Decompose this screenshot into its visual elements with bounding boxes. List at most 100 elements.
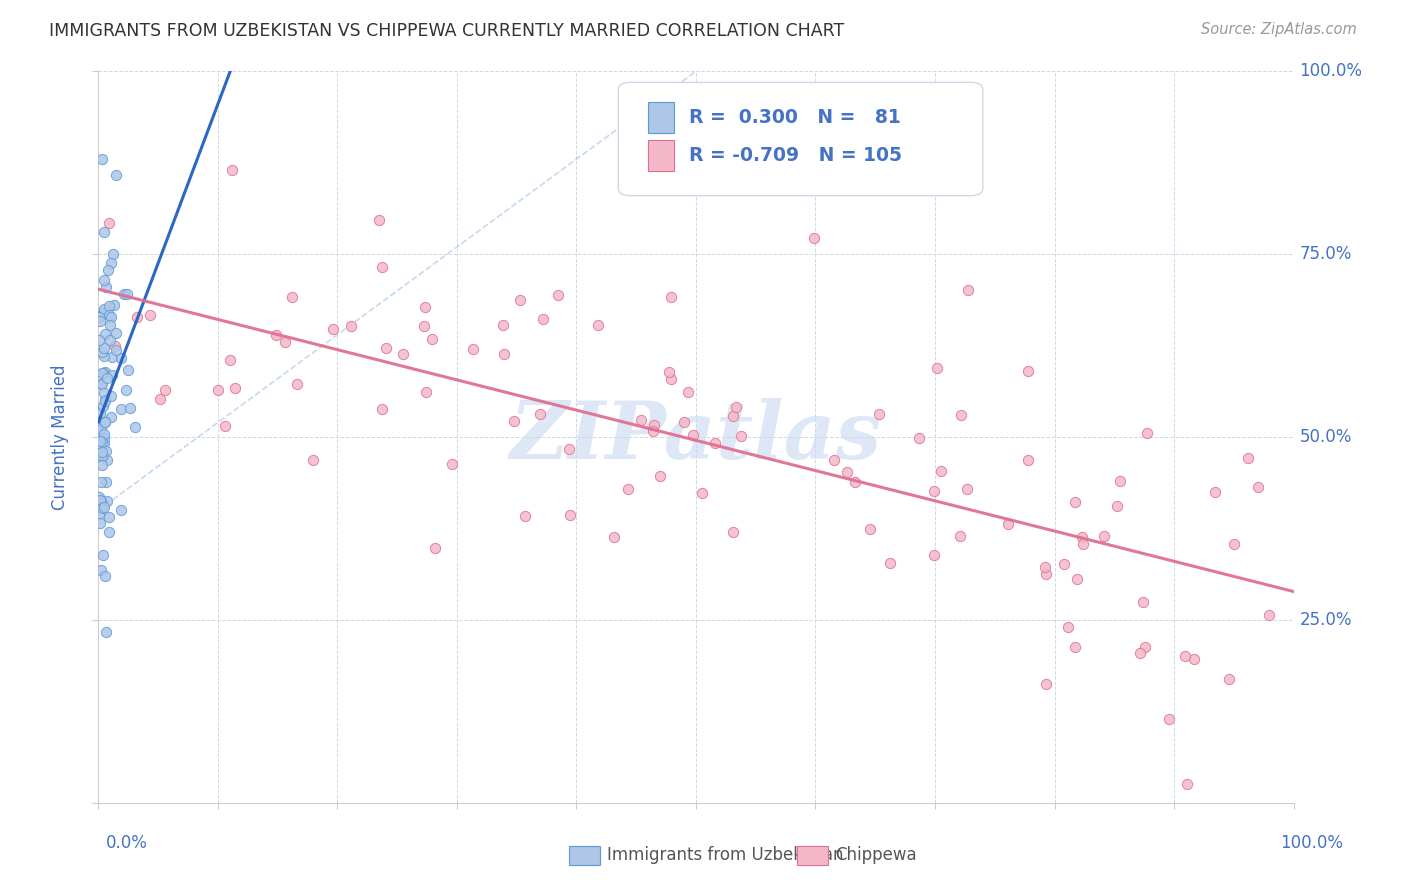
Point: [879, 557, 901, 571]
Point: [139, 308, 162, 322]
Point: [721, 524, 744, 539]
Point: [90, 445, 112, 459]
Point: [96, 453, 118, 467]
Point: [659, 372, 682, 386]
Point: [93, 426, 115, 441]
Point: [105, 326, 128, 341]
Point: [617, 482, 640, 496]
Point: [100, 310, 122, 324]
Point: [1182, 651, 1205, 665]
Point: [87, 508, 110, 522]
Point: [924, 484, 946, 499]
Point: [221, 163, 243, 178]
Point: [98, 318, 121, 332]
Point: [153, 383, 176, 397]
Point: [641, 424, 664, 438]
Point: [96, 494, 118, 508]
Point: [956, 284, 979, 298]
Point: [91, 152, 114, 166]
Point: [89, 406, 111, 420]
Point: [420, 332, 443, 346]
Point: [90, 422, 112, 436]
Point: [1070, 530, 1092, 544]
Point: [91, 501, 114, 516]
Point: [97, 263, 120, 277]
Point: [704, 436, 727, 450]
Point: [1204, 485, 1226, 500]
Point: [1057, 620, 1080, 634]
Point: [89, 434, 111, 449]
Point: [112, 287, 135, 301]
Point: [287, 377, 309, 392]
Point: [603, 530, 626, 544]
Point: [415, 385, 437, 400]
Point: [1063, 640, 1085, 654]
Point: [1159, 712, 1181, 726]
Point: [531, 311, 554, 326]
Point: [956, 482, 979, 496]
Point: [219, 353, 242, 368]
Point: [492, 347, 515, 361]
Point: [90, 475, 112, 490]
Point: [87, 491, 110, 505]
Point: [91, 449, 114, 463]
Point: [823, 453, 845, 467]
Point: [368, 212, 391, 227]
Point: [461, 342, 484, 356]
Point: [94, 280, 117, 294]
Point: [1129, 646, 1152, 660]
Point: [104, 339, 127, 353]
Point: [93, 273, 115, 287]
Text: ZIPatlas: ZIPatlas: [510, 399, 882, 475]
Point: [1105, 499, 1128, 513]
Text: Source: ZipAtlas.com: Source: ZipAtlas.com: [1201, 22, 1357, 37]
Point: [321, 322, 343, 336]
Point: [96, 371, 118, 385]
Text: 75.0%: 75.0%: [1299, 245, 1353, 263]
Point: [100, 409, 122, 424]
Point: [630, 413, 652, 427]
Point: [949, 529, 972, 543]
Text: 100.0%: 100.0%: [1299, 62, 1362, 80]
Point: [91, 400, 114, 414]
Point: [529, 407, 551, 421]
Point: [94, 327, 117, 342]
Point: [91, 458, 114, 473]
Text: Currently Married: Currently Married: [51, 364, 69, 510]
Point: [492, 318, 515, 333]
Point: [558, 508, 581, 522]
Point: [117, 363, 139, 377]
Point: [1052, 558, 1074, 572]
Point: [89, 425, 111, 439]
Text: 50.0%: 50.0%: [1299, 428, 1353, 446]
Point: [101, 368, 124, 383]
Point: [214, 419, 236, 434]
Text: Chippewa: Chippewa: [835, 847, 917, 864]
Point: [558, 442, 581, 456]
Point: [370, 401, 392, 416]
Point: [423, 541, 446, 556]
Point: [1017, 453, 1039, 467]
Point: [1174, 648, 1197, 663]
Point: [643, 418, 665, 433]
Point: [1133, 640, 1156, 655]
Point: [94, 443, 117, 458]
Text: R = -0.709   N = 105: R = -0.709 N = 105: [689, 146, 901, 165]
Point: [868, 407, 890, 421]
Point: [997, 517, 1019, 532]
Point: [1175, 777, 1198, 791]
Point: [676, 384, 699, 399]
Point: [93, 568, 115, 582]
Point: [104, 168, 127, 182]
Point: [724, 400, 747, 414]
Point: [110, 351, 132, 366]
Point: [105, 343, 128, 358]
Point: [1236, 451, 1258, 466]
Point: [659, 290, 682, 304]
Point: [89, 314, 111, 328]
Point: [115, 384, 138, 398]
Point: [730, 429, 752, 443]
Point: [89, 310, 111, 325]
FancyBboxPatch shape: [619, 82, 983, 195]
Point: [340, 319, 363, 334]
